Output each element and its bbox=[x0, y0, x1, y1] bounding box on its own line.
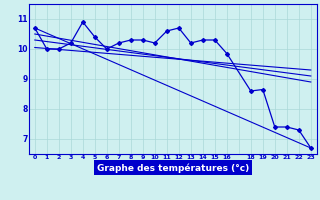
X-axis label: Graphe des températures (°c): Graphe des températures (°c) bbox=[97, 163, 249, 173]
